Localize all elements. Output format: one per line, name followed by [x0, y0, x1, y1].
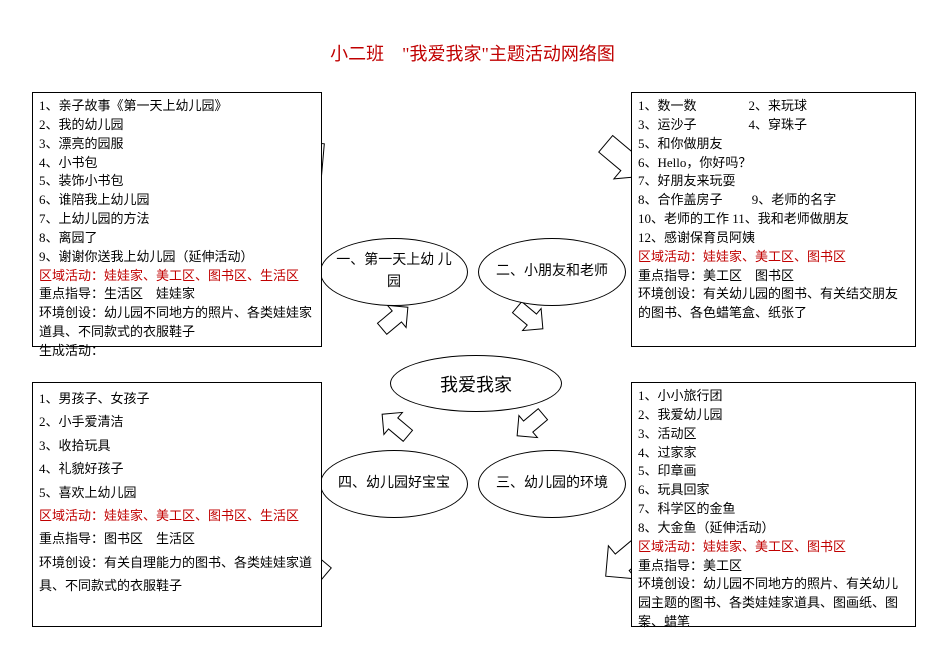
box-line: 6、谁陪我上幼儿园 — [39, 191, 315, 210]
box-line: 12、感谢保育员阿姨 — [638, 229, 909, 248]
box-line: 重点指导：图书区 生活区 — [39, 527, 315, 550]
sub-node-environment: 三、幼儿园的环境 — [478, 450, 626, 518]
box-line: 5、喜欢上幼儿园 — [39, 481, 315, 504]
box-line: 2、我的幼儿园 — [39, 116, 315, 135]
sub-label-first-day: 一、第一天上幼 儿 园 — [329, 250, 459, 295]
box-line: 环境创设：幼儿园不同地方的照片、有关幼儿园主题的图书、各类娃娃家道具、图画纸、图… — [638, 575, 909, 632]
box-line: 4、过家家 — [638, 444, 909, 463]
box-line: 8、大金鱼（延伸活动） — [638, 519, 909, 538]
box-line: 3、漂亮的园服 — [39, 135, 315, 154]
box-line: 3、收拾玩具 — [39, 434, 315, 457]
center-label: 我爱我家 — [440, 371, 512, 397]
sub-node-good-baby: 四、幼儿园好宝宝 — [320, 450, 468, 518]
box-line: 7、好朋友来玩耍 — [638, 172, 909, 191]
box-line: 环境创设：有关幼儿园的图书、有关结交朋友的图书、各色蜡笔盒、纸张了 — [638, 285, 909, 323]
box-line: 4、礼貌好孩子 — [39, 457, 315, 480]
box-environment: 1、小小旅行团2、我爱幼儿园3、活动区4、过家家5、印章画6、玩具回家7、科学区… — [631, 382, 916, 627]
box-line: 6、玩具回家 — [638, 481, 909, 500]
box-line: 1、男孩子、女孩子 — [39, 387, 315, 410]
box-line: 7、科学区的金鱼 — [638, 500, 909, 519]
box-line: 重点指导：美工区 — [638, 557, 909, 576]
box-line: 区域活动：娃娃家、美工区、图书区、生活区 — [39, 267, 315, 286]
box-line: 环境创设：有关自理能力的图书、各类娃娃家道具、不同款式的衣服鞋子 — [39, 551, 315, 598]
box-line: 3、运沙子 4、穿珠子 — [638, 116, 909, 135]
box-line: 5、和你做朋友 — [638, 135, 909, 154]
box-line: 2、小手爱清洁 — [39, 410, 315, 433]
sub-label-friends-teachers: 二、小朋友和老师 — [496, 261, 608, 283]
box-line: 5、印章画 — [638, 462, 909, 481]
box-line: 6、Hello，你好吗？ — [638, 154, 909, 173]
sub-label-good-baby: 四、幼儿园好宝宝 — [338, 473, 450, 495]
sub-node-first-day: 一、第一天上幼 儿 园 — [320, 238, 468, 306]
box-line: 1、小小旅行团 — [638, 387, 909, 406]
sub-label-environment: 三、幼儿园的环境 — [496, 473, 608, 495]
box-line: 区域活动：娃娃家、美工区、图书区 — [638, 248, 909, 267]
box-line: 1、亲子故事《第一天上幼儿园》 — [39, 97, 315, 116]
box-first-day: 1、亲子故事《第一天上幼儿园》2、我的幼儿园3、漂亮的园服4、小书包5、装饰小书… — [32, 92, 322, 347]
block-arrow — [373, 403, 417, 447]
box-good-baby: 1、男孩子、女孩子2、小手爱清洁3、收拾玩具4、礼貌好孩子5、喜欢上幼儿园区域活… — [32, 382, 322, 627]
box-line: 生成活动： — [39, 342, 315, 361]
box-friends-teachers: 1、数一数 2、来玩球3、运沙子 4、穿珠子5、和你做朋友6、Hello，你好吗… — [631, 92, 916, 347]
block-arrow — [508, 403, 552, 447]
box-line: 重点指导：美工区 图书区 — [638, 267, 909, 286]
box-line: 环境创设：幼儿园不同地方的照片、各类娃娃家道具、不同款式的衣服鞋子 — [39, 304, 315, 342]
box-line: 4、小书包 — [39, 154, 315, 173]
box-line: 8、离园了 — [39, 229, 315, 248]
box-line: 1、数一数 2、来玩球 — [638, 97, 909, 116]
box-line: 区域活动：娃娃家、美工区、图书区 — [638, 538, 909, 557]
box-line: 7、上幼儿园的方法 — [39, 210, 315, 229]
box-line: 5、装饰小书包 — [39, 172, 315, 191]
box-line: 10、老师的工作 11、我和老师做朋友 — [638, 210, 909, 229]
box-line: 2、我爱幼儿园 — [638, 406, 909, 425]
sub-node-friends-teachers: 二、小朋友和老师 — [478, 238, 626, 306]
box-line: 3、活动区 — [638, 425, 909, 444]
box-line: 区域活动：娃娃家、美工区、图书区、生活区 — [39, 504, 315, 527]
box-line: 9、谢谢你送我上幼儿园（延伸活动） — [39, 248, 315, 267]
box-line: 8、合作盖房子 9、老师的名字 — [638, 191, 909, 210]
center-node: 我爱我家 — [390, 355, 562, 412]
box-line: 重点指导：生活区 娃娃家 — [39, 285, 315, 304]
